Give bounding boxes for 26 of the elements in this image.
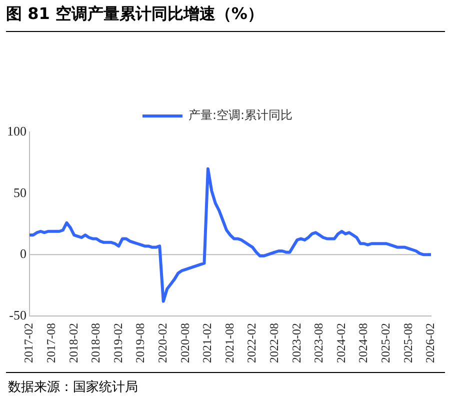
x-tick-label: 2024-08 bbox=[356, 323, 370, 364]
x-tick-label: 2021-02 bbox=[200, 323, 214, 364]
x-tick-label: 2022-02 bbox=[244, 323, 259, 364]
x-tick-label: 2022-08 bbox=[267, 323, 282, 364]
x-tick-label: 2020-08 bbox=[178, 323, 192, 364]
y-tick-label: 100 bbox=[7, 123, 26, 138]
x-tick-label: 2018-08 bbox=[88, 323, 103, 364]
y-tick-label: 0 bbox=[20, 246, 26, 262]
y-tick-label: -50 bbox=[9, 307, 26, 322]
chart-title: 图 81 空调产量累计同比增速（%） bbox=[6, 4, 445, 32]
x-tick-label: 2017-02 bbox=[22, 323, 36, 364]
x-tick-label: 2019-08 bbox=[133, 323, 148, 364]
x-tick-label: 2020-02 bbox=[155, 323, 170, 364]
x-tick-label: 2019-02 bbox=[110, 323, 125, 364]
x-tick-label: 2025-08 bbox=[400, 323, 415, 364]
x-tick-label: 2018-02 bbox=[66, 323, 80, 364]
x-tick-label: 2026-02 bbox=[423, 323, 438, 364]
legend-label: 产量:空调:累计同比 bbox=[188, 108, 293, 122]
y-tick-label: 50 bbox=[14, 184, 26, 200]
x-tick-label: 2023-08 bbox=[312, 323, 326, 364]
x-tick-label: 2023-02 bbox=[289, 323, 304, 364]
x-tick-label: 2021-08 bbox=[222, 323, 236, 364]
x-tick-label: 2025-02 bbox=[378, 323, 393, 364]
x-tick-label: 2024-02 bbox=[334, 323, 348, 364]
source-note: 数据来源：国家统计局 bbox=[8, 379, 138, 396]
x-tick-label: 2017-08 bbox=[44, 323, 58, 364]
